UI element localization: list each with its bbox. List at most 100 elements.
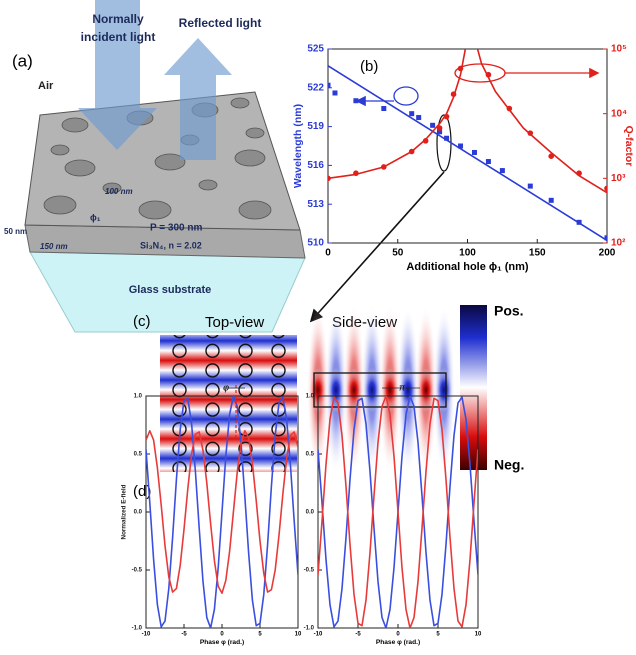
data-point — [430, 122, 436, 128]
y2-tick-label: 10⁵ — [611, 44, 627, 55]
x-tick-label: 150 — [529, 248, 546, 259]
data-line — [146, 396, 298, 628]
panel-b-annotations: (b) — [309, 58, 600, 323]
field-core — [381, 368, 399, 412]
y-tick-label: -0.5 — [132, 568, 143, 574]
y-tick-label: 519 — [307, 121, 324, 132]
colorbar-label: Neg. — [494, 457, 524, 473]
data-point — [527, 183, 533, 189]
y-tick-label: 0.0 — [134, 510, 143, 516]
y-tick-label: 0.0 — [306, 510, 315, 516]
y-tick-label: -1.0 — [304, 626, 315, 632]
x-tick-label: 10 — [475, 632, 482, 638]
plot-area — [318, 396, 478, 628]
x-tick-label: 0 — [220, 632, 224, 638]
x-axis-label: Phase φ (rad.) — [376, 639, 420, 646]
incident-label: incident light — [81, 30, 156, 44]
y2-tick-label: 10⁴ — [611, 108, 627, 119]
plot-area — [328, 41, 607, 242]
x-tick-label: 5 — [436, 632, 440, 638]
data-point — [471, 149, 477, 155]
panel-label: (a) — [12, 51, 33, 70]
field-core — [435, 368, 453, 412]
y-tick-label: 1.0 — [306, 394, 315, 400]
y-tick-label: 516 — [307, 160, 324, 171]
y-tick-label: 513 — [307, 199, 324, 210]
panel-label: (d) — [133, 483, 151, 500]
y-tick-label: -1.0 — [132, 626, 143, 632]
colorbar — [460, 305, 487, 470]
material-label: Si₃N₄, n = 2.02 — [140, 240, 202, 250]
data-point — [353, 98, 359, 104]
data-point — [499, 168, 505, 174]
x-tick-label: -5 — [181, 632, 187, 638]
y-tick-label: 522 — [307, 82, 324, 93]
incident-label: Normally — [92, 12, 144, 26]
reflected-label: Reflected light — [179, 16, 262, 30]
data-point — [465, 41, 471, 47]
y-tick-label: 0.5 — [134, 452, 143, 458]
data-point — [436, 125, 443, 131]
x-tick-label: 50 — [392, 248, 404, 259]
data-point — [381, 105, 387, 111]
data-point — [485, 159, 491, 165]
annotation: π — [399, 382, 406, 392]
data-point — [422, 138, 429, 144]
data-point — [416, 115, 422, 121]
field-core — [327, 368, 345, 412]
annotation-ellipse — [393, 86, 419, 106]
data-point — [437, 129, 443, 135]
plot-area — [146, 396, 298, 628]
annotation-arrow — [309, 171, 445, 323]
x-tick-label: -10 — [314, 632, 323, 638]
field-core — [363, 368, 381, 412]
y-tick-label: -0.5 — [304, 568, 315, 574]
data-point — [548, 197, 554, 203]
panel-a: (a) Air Normally incident light Reflecte… — [4, 0, 306, 333]
substrate-label: Glass substrate — [129, 284, 212, 296]
panel-label: (b) — [360, 58, 378, 75]
data-line — [318, 396, 478, 628]
x-tick-label: 0 — [396, 632, 400, 638]
y-axis-label: Normalized E-field — [121, 484, 128, 539]
panel-d: (d) — [133, 483, 151, 500]
x-tick-label: 100 — [459, 248, 476, 259]
slab-outline — [313, 372, 447, 408]
data-line — [328, 65, 607, 242]
y2-tick-label: 10³ — [611, 173, 626, 184]
air-label: Air — [38, 80, 54, 92]
period-label: P = 300 nm — [150, 223, 202, 234]
data-point — [409, 111, 415, 117]
data-point — [328, 82, 331, 88]
phi-label: ϕ₁ — [90, 212, 101, 222]
data-line — [146, 430, 298, 594]
x-tick-label: -10 — [142, 632, 151, 638]
x-axis-label: Phase φ (rad.) — [200, 639, 244, 646]
view-title: Top-view — [205, 314, 264, 331]
thickness-label: 50 nm — [4, 227, 27, 236]
y-tick-label: 0.5 — [306, 452, 315, 458]
data-point — [472, 41, 478, 47]
annotation: φ — [223, 382, 229, 392]
reflected-arrow — [164, 38, 232, 160]
x-tick-label: 0 — [325, 248, 331, 259]
incident-arrow — [78, 0, 157, 150]
x-axis-label: Additional hole ϕ₁ (nm) — [406, 261, 529, 273]
y-tick-label: 510 — [307, 238, 324, 249]
thickness-label: 150 nm — [40, 242, 68, 251]
top-view-holes — [160, 335, 297, 472]
y2-axis-label: Q-factor — [623, 126, 635, 167]
data-line — [328, 49, 607, 194]
x-tick-label: -5 — [355, 632, 361, 638]
data-point — [604, 185, 607, 192]
data-point — [458, 143, 464, 149]
data-point — [444, 135, 450, 141]
x-tick-label: 200 — [599, 248, 616, 259]
colorbar-label: Pos. — [494, 303, 524, 319]
data-point — [332, 90, 338, 96]
field-core — [417, 368, 435, 412]
x-tick-label: 10 — [295, 632, 302, 638]
hole-label: 100 nm — [105, 187, 133, 196]
